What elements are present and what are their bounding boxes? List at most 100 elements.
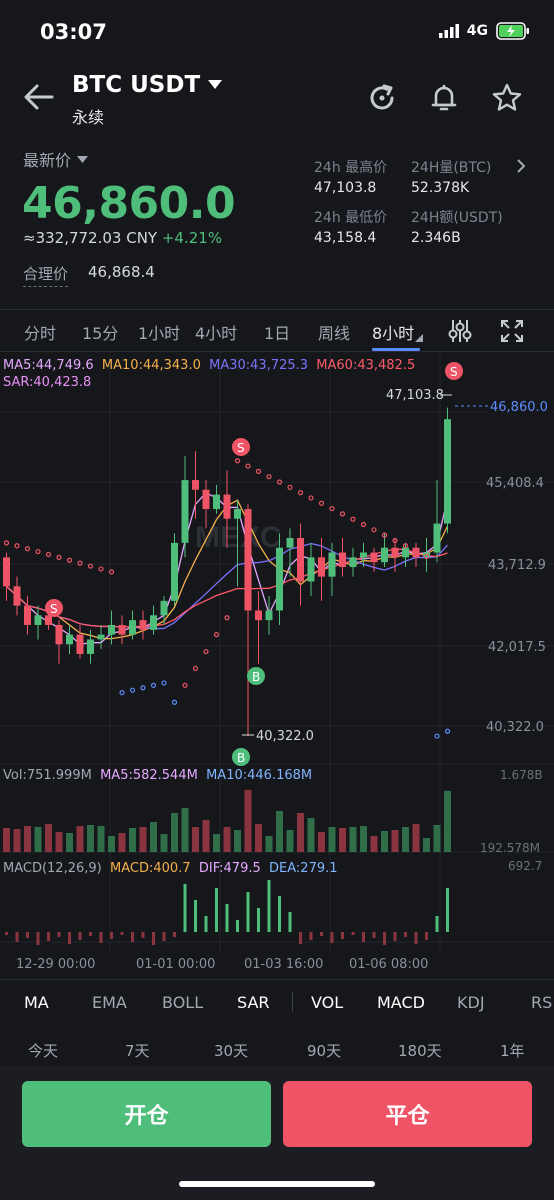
candle-body — [444, 419, 451, 524]
sar-dot — [129, 687, 136, 693]
volume-ma5-value: MA5:582.544M — [100, 768, 198, 783]
candle-body — [13, 586, 21, 606]
tab-indicator-ma[interactable]: MA — [24, 993, 49, 1012]
tab-interval-1d[interactable]: 1日 — [264, 324, 291, 343]
macd-bar — [288, 912, 292, 932]
range-90d[interactable]: 90天 — [307, 1042, 342, 1060]
tab-interval-8h[interactable]: 8小时 — [372, 324, 415, 343]
candle-body — [45, 615, 52, 625]
divider — [0, 979, 554, 980]
volume-bar — [171, 813, 178, 852]
macd-bar — [309, 932, 313, 940]
open-position-button[interactable]: 开仓 — [22, 1081, 271, 1147]
candle-body — [318, 557, 325, 577]
pair-selector[interactable]: BTC USDT — [72, 72, 223, 98]
indicator-settings-icon[interactable] — [447, 318, 473, 344]
candle-body — [97, 634, 105, 640]
low-24h-value: 43,158.4 — [314, 230, 377, 246]
active-tab-underline — [372, 348, 420, 351]
volume-bar — [181, 808, 189, 852]
tab-indicator-rsi[interactable]: RS — [531, 993, 553, 1012]
divider — [0, 309, 554, 310]
macd-bar — [141, 932, 145, 938]
macd-params: MACD(12,26,9) — [3, 861, 102, 876]
sar-dot — [66, 557, 73, 563]
low-24h-label: 24h 最低价 — [314, 210, 388, 226]
back-arrow-icon[interactable] — [22, 80, 56, 114]
latest-price-selector[interactable]: 最新价 — [23, 147, 89, 171]
volume-value: Vol:751.999M — [3, 768, 92, 783]
tab-interval-15m[interactable]: 15分 — [82, 324, 119, 343]
chevron-right-icon[interactable] — [515, 159, 527, 173]
candle-body — [3, 557, 10, 587]
candle-body — [433, 523, 441, 553]
dif-value: DIF:479.5 — [198, 861, 261, 876]
candle-body — [328, 552, 336, 577]
svg-text:B: B — [252, 670, 260, 684]
volume-bar — [307, 818, 315, 852]
volume-bar — [223, 827, 231, 852]
macd-bar — [194, 900, 197, 932]
candle-body — [297, 538, 304, 582]
macd-bar — [414, 932, 418, 944]
candle-body — [24, 605, 31, 625]
macd-bar — [68, 932, 71, 944]
range-7d[interactable]: 7天 — [125, 1042, 150, 1060]
sar-dot — [56, 554, 62, 560]
volume-bar — [34, 827, 42, 852]
range-today[interactable]: 今天 — [28, 1042, 59, 1060]
range-1y[interactable]: 1年 — [500, 1042, 525, 1060]
tab-indicator-vol[interactable]: VOL — [311, 993, 344, 1012]
volume-bar — [391, 830, 399, 852]
macd-bar — [162, 932, 166, 941]
star-icon[interactable] — [491, 82, 523, 114]
sar-value: SAR:40,423.8 — [3, 375, 92, 390]
candle-body — [76, 634, 84, 654]
candle-body — [223, 494, 231, 519]
sar-dot — [192, 665, 199, 672]
candle-body — [213, 494, 220, 510]
tab-interval-1h[interactable]: 1小时 — [138, 324, 181, 343]
sar-dot — [371, 527, 377, 533]
tab-interval-1w[interactable]: 周线 — [318, 324, 351, 343]
volume-24h-value: 52.378K — [411, 180, 470, 196]
watermark: MEXC — [195, 521, 282, 554]
divider — [0, 351, 554, 352]
sar-dot — [402, 543, 409, 549]
range-30d[interactable]: 30天 — [214, 1042, 249, 1060]
tab-interval-4h[interactable]: 4小时 — [195, 324, 238, 343]
macd-bars — [5, 880, 449, 945]
ma10-value: MA10:44,343.0 — [101, 358, 201, 373]
contract-type: 永续 — [72, 108, 105, 127]
macd-bar — [404, 932, 407, 937]
macd-bar — [57, 932, 61, 937]
fair-price-label[interactable]: 合理价 — [23, 263, 69, 287]
tab-indicator-boll[interactable]: BOLL — [162, 993, 204, 1012]
range-180d[interactable]: 180天 — [398, 1042, 442, 1060]
cny-price-line: ≈332,772.03 CNY +4.21% — [23, 229, 222, 247]
volume-legend: Vol:751.999M MA5:582.544M MA10:446.168M — [3, 768, 312, 783]
sar-dots — [3, 458, 451, 739]
sar-dot — [434, 733, 440, 739]
tab-indicator-kdj[interactable]: KDJ — [457, 993, 485, 1012]
refresh-icon[interactable] — [366, 82, 398, 114]
corner-caret-icon — [415, 334, 423, 342]
volume-bar — [150, 822, 157, 852]
fullscreen-icon[interactable] — [500, 319, 524, 343]
macd-bar — [5, 932, 8, 935]
tab-indicator-sar[interactable]: SAR — [237, 993, 270, 1012]
sar-dot — [381, 532, 388, 538]
sar-dot — [329, 505, 335, 512]
tab-interval-timeshare[interactable]: 分时 — [24, 324, 57, 343]
candle-body — [339, 552, 346, 568]
tab-indicator-macd[interactable]: MACD — [377, 993, 425, 1012]
tab-indicator-ema[interactable]: EMA — [92, 993, 127, 1012]
bell-icon[interactable] — [428, 82, 460, 114]
svg-text:S: S — [237, 441, 245, 455]
latest-price-label: 最新价 — [23, 151, 72, 170]
candlestick-chart[interactable]: MEXC 46,860.0 45,408.4 43,712.9 42,017.5… — [0, 352, 554, 978]
close-position-button[interactable]: 平仓 — [283, 1081, 532, 1147]
macd-bar — [278, 896, 281, 932]
last-price: 46,860.0 — [22, 178, 236, 229]
volume-tick-label: 1.678B — [500, 768, 543, 782]
